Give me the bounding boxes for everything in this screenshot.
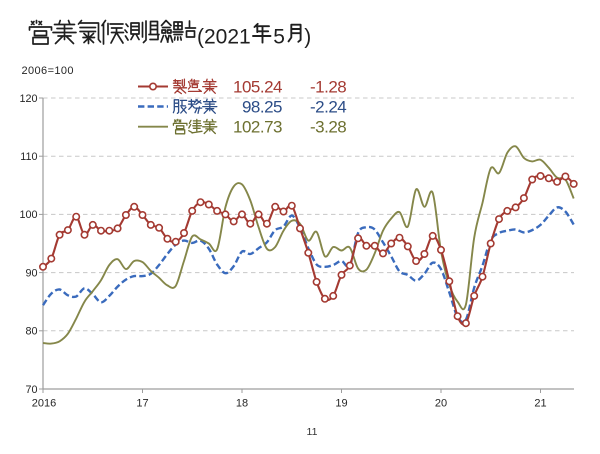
svg-text:105.24: 105.24: [233, 78, 282, 97]
svg-text:11: 11: [307, 426, 318, 438]
svg-text:80: 80: [25, 326, 37, 338]
svg-text:70: 70: [25, 384, 37, 396]
svg-text:): ): [304, 26, 311, 49]
svg-text:102.73: 102.73: [233, 118, 282, 137]
svg-text:-2.24: -2.24: [310, 98, 346, 117]
svg-text:100: 100: [19, 209, 37, 221]
svg-text:(2021: (2021: [197, 26, 251, 49]
svg-text:17: 17: [136, 398, 148, 410]
svg-text:20: 20: [435, 398, 447, 410]
svg-text:-3.28: -3.28: [310, 118, 346, 137]
svg-text:2006=100: 2006=100: [22, 65, 74, 77]
svg-text:5: 5: [273, 26, 285, 49]
svg-text:98.25: 98.25: [242, 98, 282, 117]
svg-text:110: 110: [20, 151, 37, 163]
svg-text:120: 120: [19, 93, 37, 105]
svg-text:19: 19: [335, 398, 347, 410]
svg-text:-1.28: -1.28: [310, 78, 346, 97]
svg-text:2016: 2016: [32, 398, 56, 410]
svg-text:21: 21: [534, 398, 546, 410]
svg-text:18: 18: [236, 398, 248, 410]
svg-text:90: 90: [25, 267, 37, 279]
